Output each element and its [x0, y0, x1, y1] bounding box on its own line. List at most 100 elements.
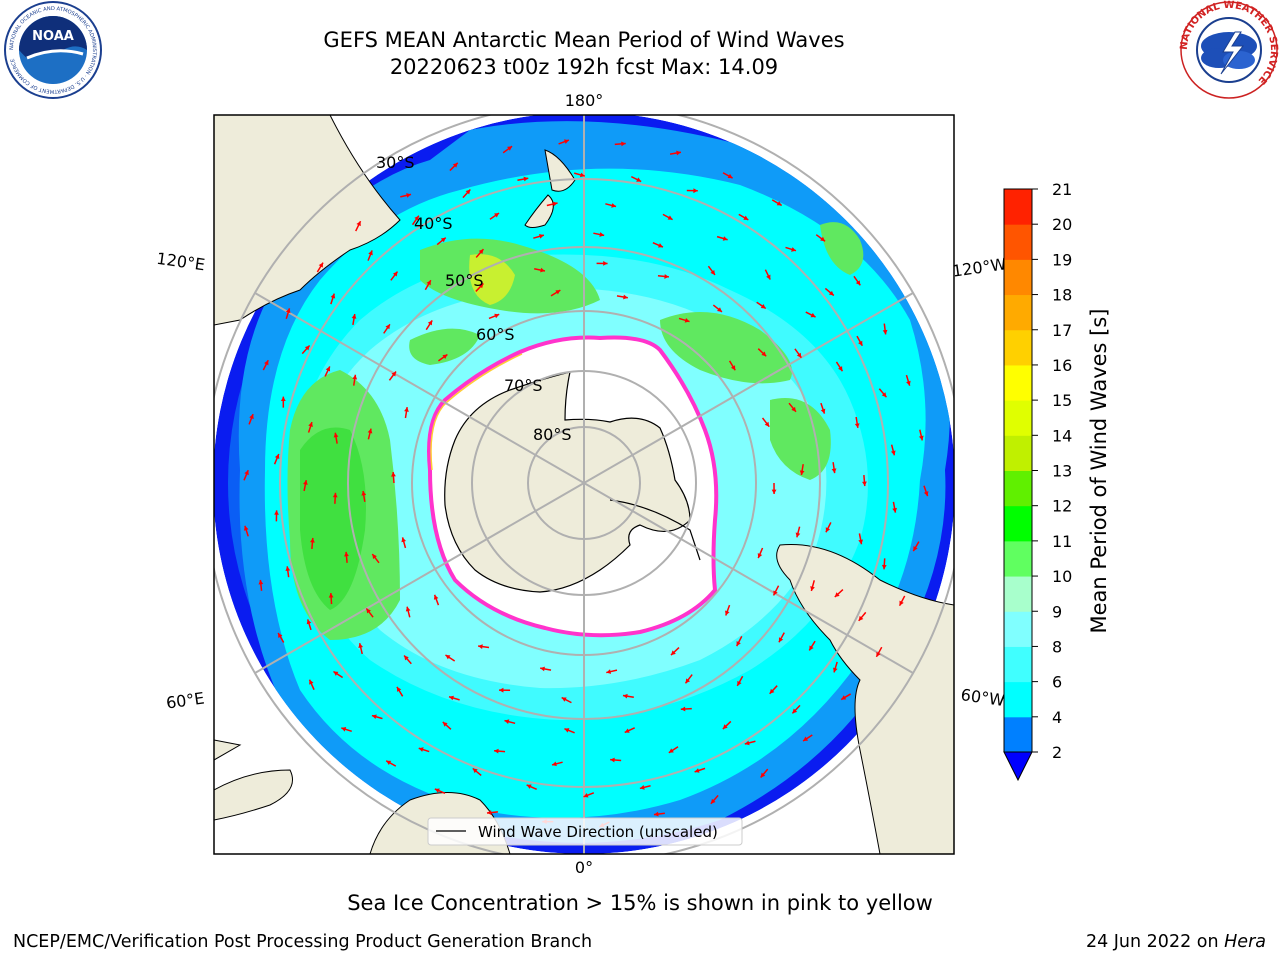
wave-direction-arrowhead: [621, 141, 626, 147]
wave-direction-arrowhead: [440, 237, 446, 243]
wave-direction-arrowhead: [722, 236, 728, 241]
wave-direction-arrowhead: [244, 470, 249, 476]
wave-direction-arrowhead: [862, 481, 867, 487]
wave-direction-arrowhead: [332, 492, 338, 498]
wave-direction-arrowhead: [366, 608, 371, 614]
wave-direction-arrowhead: [356, 221, 361, 227]
wave-direction-arrowhead: [280, 396, 286, 402]
colorbar-tick-label: 2: [1052, 743, 1062, 762]
wave-direction-arrowhead: [310, 537, 315, 543]
colorbar-tick-label: 9: [1052, 602, 1062, 621]
wave-direction-arrowhead: [796, 352, 802, 358]
wave-direction-arrowhead: [810, 586, 815, 591]
colorbar-segment: [1004, 224, 1032, 260]
colorbar-segment: [1004, 364, 1032, 401]
wave-direction-arrowhead: [858, 615, 864, 621]
wave-direction-arrowhead: [555, 290, 561, 295]
wave-direction-arrowhead: [710, 798, 716, 804]
wave-direction-arrowhead: [778, 637, 784, 643]
wave-direction-arrowhead: [478, 249, 484, 255]
wave-direction-arrowhead: [791, 406, 796, 412]
wave-direction-arrowhead: [494, 313, 500, 319]
wave-direction-arrowhead: [392, 271, 398, 277]
wave-direction-arrowhead: [333, 432, 339, 438]
colorbar-tick-label: 12: [1052, 497, 1072, 516]
lat-label-50s: 50°S: [445, 271, 484, 290]
lon-label-0: 0°: [575, 858, 593, 877]
wave-direction-arrowhead: [881, 564, 887, 570]
wave-direction-arrowhead: [670, 650, 676, 656]
wind-wave-arrows: [243, 139, 929, 828]
lat-label-60s: 60°S: [476, 325, 515, 344]
footer-date: 24 Jun 2022 on Hera: [1086, 932, 1266, 952]
colorbar-tick-label: 15: [1052, 391, 1072, 410]
colorbar-tick-label: 18: [1052, 286, 1072, 305]
wave-direction-arrowhead: [639, 785, 645, 790]
wave-direction-arrowhead: [854, 423, 860, 428]
colorbar-tick-label: 17: [1052, 321, 1072, 340]
wave-direction-arrowhead: [308, 422, 313, 427]
wave-direction-arrowhead: [892, 507, 897, 513]
colorbar-tick-label: 11: [1052, 532, 1072, 551]
lon-label-120e: 120°E: [155, 249, 206, 275]
wave-direction-arrowhead: [685, 678, 691, 684]
wave-direction-arrowhead: [249, 414, 254, 420]
chart-title: GEFS MEAN Antarctic Mean Period of Wind …: [323, 28, 845, 52]
wave-direction-arrowhead: [820, 408, 826, 414]
wave-direction-arrowhead: [760, 304, 766, 309]
colorbar-tick-label: 19: [1052, 250, 1072, 269]
wave-direction-arrowhead: [606, 669, 612, 674]
wave-direction-arrowhead: [657, 243, 663, 248]
colorbar: 2 4 6 8 9 10 11 12 13 14 15 16 17 18 19 20 21 Mean Perio…: [1003, 180, 1111, 782]
wave-direction-arrowhead: [352, 374, 358, 380]
wave-direction-arrowhead: [913, 546, 918, 552]
wave-direction-arrowhead: [401, 537, 407, 543]
wave-direction-arrowhead: [494, 748, 499, 754]
colorbar-tick-label: 16: [1052, 356, 1072, 375]
wave-direction-arrowhead: [274, 510, 279, 515]
wave-direction-arrowhead: [344, 551, 349, 557]
wave-direction-arrowhead: [309, 679, 314, 685]
map-frame: [213, 114, 955, 855]
wave-direction-arrowhead: [306, 619, 312, 625]
wave-direction-arrowhead: [710, 270, 715, 275]
wave-direction-arrowhead: [523, 176, 529, 182]
colorbar-segment: [1004, 329, 1032, 366]
wave-direction-arrowhead: [427, 320, 433, 326]
wave-direction-arrowhead: [717, 307, 722, 312]
wave-direction-arrowhead: [832, 667, 838, 673]
wave-direction-arrowhead: [333, 671, 339, 676]
wave-direction-arrowhead: [831, 468, 837, 474]
wave-direction-arrowhead: [442, 354, 448, 359]
wave-direction-arrowhead: [368, 250, 373, 256]
wave-direction-arrowhead: [795, 532, 801, 538]
wave-direction-arrowhead: [694, 768, 700, 773]
wave-direction-arrowhead: [372, 554, 377, 559]
wave-direction-arrowhead: [736, 641, 741, 647]
wave-direction-arrowhead: [391, 371, 397, 377]
wave-direction-arrowhead: [743, 215, 749, 220]
wave-direction-arrowhead: [623, 294, 628, 300]
colorbar-extend-arrow: [1003, 751, 1033, 782]
wave-direction-arrowhead: [744, 740, 750, 746]
wave-direction-arrowhead: [404, 655, 409, 661]
colorbar-segment: [1004, 189, 1032, 225]
colorbar-segment: [1004, 540, 1032, 577]
wave-direction-arrowhead: [341, 727, 347, 732]
wave-direction-arrowhead: [434, 788, 440, 793]
nws-logo-icon: NATIONAL WEATHER SERVICE: [1179, 0, 1279, 99]
wave-direction-arrowhead: [418, 747, 424, 752]
wave-direction-arrowhead: [472, 768, 478, 774]
colorbar-segment: [1004, 576, 1032, 612]
colorbar-segment: [1004, 470, 1032, 507]
map-figure: Wind Wave Direction (unscaled) 30°S 40°S…: [155, 91, 1111, 877]
wave-direction-arrowhead: [722, 724, 728, 730]
wave-direction-arrowhead: [727, 173, 733, 179]
wave-direction-arrowhead: [653, 811, 659, 817]
wave-direction-arrowhead: [923, 491, 929, 497]
wave-direction-arrowhead: [636, 177, 642, 182]
wave-direction-arrowhead: [791, 247, 796, 252]
wave-direction-arrowhead: [881, 392, 887, 398]
wave-direction-arrowhead: [890, 450, 896, 456]
wave-direction-arrowhead: [406, 193, 412, 198]
